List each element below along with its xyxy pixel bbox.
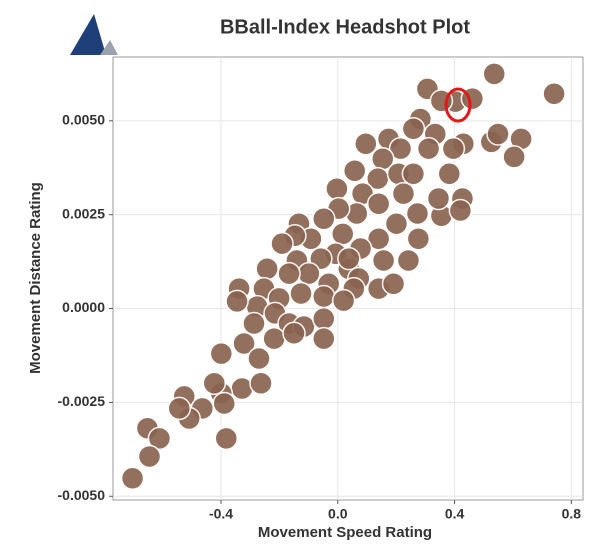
headshot-point bbox=[441, 136, 466, 161]
headshot-point bbox=[396, 248, 421, 273]
headshot-point bbox=[542, 82, 566, 106]
headshot-point bbox=[366, 192, 391, 216]
chart-title: BBall-Index Headshot Plot bbox=[220, 16, 470, 38]
headshot-point bbox=[388, 136, 413, 161]
headshot-point bbox=[270, 231, 294, 256]
headshot-point bbox=[232, 331, 256, 356]
headshot-point bbox=[371, 248, 396, 273]
headshot-point bbox=[120, 466, 145, 490]
headshot-point bbox=[406, 226, 431, 251]
headshot-point bbox=[448, 198, 473, 223]
y-tick-label: -0.0025 bbox=[58, 393, 106, 409]
x-tick-label: 0.8 bbox=[562, 506, 582, 522]
headshot-point bbox=[354, 131, 378, 156]
y-tick-label: -0.0050 bbox=[58, 487, 106, 503]
headshot-point bbox=[401, 116, 426, 141]
headshot-point bbox=[330, 222, 355, 246]
headshot-point bbox=[381, 272, 406, 296]
logo bbox=[70, 14, 118, 55]
highlight-ring bbox=[444, 87, 472, 123]
headshot-point bbox=[137, 444, 162, 469]
headshot-point bbox=[289, 281, 313, 306]
headshot-point bbox=[225, 289, 249, 314]
logo-corner bbox=[100, 40, 118, 55]
headshot-point bbox=[212, 391, 236, 416]
headshot-point bbox=[391, 181, 416, 206]
headshot-point bbox=[486, 122, 510, 146]
headshot-point bbox=[209, 341, 234, 366]
headshot-point bbox=[312, 306, 336, 331]
x-axis-label: Movement Speed Rating bbox=[258, 524, 432, 541]
x-tick-label: -0.4 bbox=[209, 506, 233, 522]
marks bbox=[120, 62, 566, 490]
headshot-point bbox=[437, 162, 462, 186]
headshot-point bbox=[405, 201, 430, 226]
headshot-point bbox=[401, 162, 426, 186]
logo-triangle bbox=[70, 14, 106, 55]
x-tick-label: 0.0 bbox=[328, 506, 348, 522]
headshot-point bbox=[331, 288, 356, 313]
headshot-point bbox=[312, 326, 336, 351]
x-tick-label: 0.4 bbox=[445, 506, 465, 522]
headshot-point bbox=[342, 159, 367, 183]
headshot-point bbox=[167, 396, 192, 421]
headshot-point bbox=[282, 321, 306, 346]
headshot-point bbox=[366, 226, 391, 251]
headshot-point bbox=[384, 211, 409, 236]
headshot-point bbox=[426, 186, 451, 211]
y-tick-label: 0.0000 bbox=[62, 299, 105, 315]
headshot-point bbox=[297, 261, 321, 286]
headshot-point bbox=[416, 136, 441, 161]
headshot-point bbox=[482, 62, 507, 86]
y-tick-label: 0.0025 bbox=[62, 205, 105, 221]
headshot-point bbox=[255, 256, 279, 281]
y-tick-label: 0.0050 bbox=[62, 112, 105, 128]
headshot-point bbox=[262, 326, 286, 351]
headshot-point bbox=[325, 177, 349, 201]
headshot-point bbox=[202, 371, 227, 395]
headshot-point bbox=[312, 207, 336, 231]
y-axis-label: Movement Distance Rating bbox=[27, 182, 44, 374]
headshot-point bbox=[312, 284, 336, 309]
headshot-point bbox=[337, 246, 361, 271]
headshot-point bbox=[249, 371, 273, 395]
headshot-point bbox=[502, 145, 526, 169]
headshot-point bbox=[147, 426, 172, 451]
headshot-point bbox=[214, 426, 239, 451]
headshot-point bbox=[242, 311, 266, 336]
headshot-point bbox=[247, 346, 271, 371]
headshot-point bbox=[277, 261, 301, 286]
